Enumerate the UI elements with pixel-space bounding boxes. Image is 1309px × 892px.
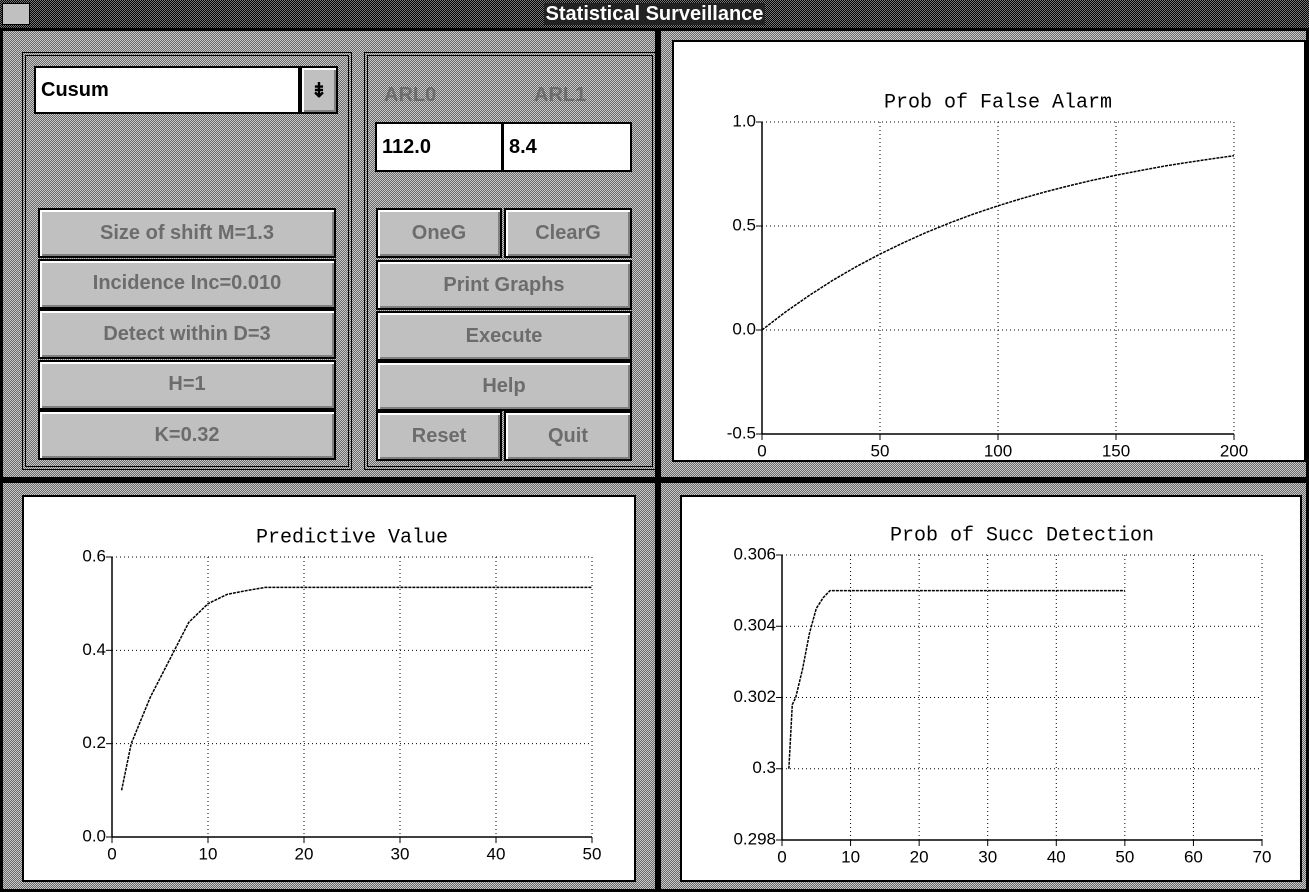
x-tick-label: 30 — [391, 844, 410, 863]
x-tick-label: 60 — [1184, 847, 1203, 866]
y-tick-label: 0.0 — [732, 319, 756, 338]
x-tick-label: 40 — [487, 844, 506, 863]
y-tick-label: 1.0 — [732, 111, 756, 130]
parameter-button[interactable]: H=1 — [38, 359, 336, 410]
chart-title: Prob of Succ Detection — [890, 524, 1154, 547]
y-tick-label: 0.302 — [733, 687, 776, 706]
arl0-field[interactable]: 112.0 — [375, 122, 503, 172]
execute-button[interactable]: Execute — [376, 311, 632, 361]
y-tick-label: 0.4 — [82, 640, 106, 659]
chart: Prob of False Alarm -0.5 0.0 0.5 1.0 0 50 100 15… — [727, 91, 1248, 460]
x-tick-label: 200 — [1220, 441, 1248, 460]
x-tick-label: 10 — [841, 847, 860, 866]
data-line — [761, 154, 1235, 331]
chart-title: Predictive Value — [256, 526, 448, 549]
y-tick-label: 0.298 — [733, 829, 776, 848]
y-tick-label: -0.5 — [727, 423, 756, 442]
chart-title: Prob of False Alarm — [884, 91, 1112, 114]
arl1-field[interactable]: 8.4 — [502, 122, 632, 172]
y-tick-label: 0.2 — [82, 733, 106, 752]
help-button[interactable]: Help — [376, 361, 632, 411]
window-title: Statistical Surveillance — [543, 3, 766, 25]
data-line — [788, 589, 1125, 769]
reset-button[interactable]: Reset — [376, 411, 502, 461]
x-tick-label: 50 — [871, 441, 890, 460]
x-tick-label: 0 — [777, 847, 786, 866]
x-tick-label: 30 — [978, 847, 997, 866]
y-tick-label: 0.304 — [733, 616, 776, 635]
chart: Prob of Succ Detection 0.298 0.3 0.302 0.304… — [733, 524, 1272, 866]
chart-box: Predictive Value 0.0 0.2 0.4 0.6 0 10 20 30 40 50 — [22, 495, 636, 882]
x-tick-label: 70 — [1253, 847, 1272, 866]
x-tick-label: 20 — [295, 844, 314, 863]
data-line — [120, 586, 592, 791]
y-tick-label: 0.5 — [732, 215, 756, 234]
clearg-button[interactable]: ClearG — [504, 208, 632, 258]
x-tick-label: 40 — [1047, 847, 1066, 866]
arl1-label: ARL1 — [534, 84, 587, 106]
x-tick-label: 150 — [1102, 441, 1130, 460]
x-tick-label: 0 — [107, 844, 116, 863]
arl0-label: ARL0 — [384, 84, 437, 106]
chart-box: Prob of False Alarm -0.5 0.0 0.5 1.0 0 50 100 15… — [672, 40, 1306, 462]
title-bar: Statistical Surveillance — [0, 0, 1309, 28]
x-tick-label: 50 — [583, 844, 602, 863]
print-button[interactable]: Print Graphs — [376, 260, 632, 310]
parameter-button[interactable]: Incidence Inc=0.010 — [38, 258, 336, 309]
y-tick-label: 0.6 — [82, 546, 106, 565]
chart-box: Prob of Succ Detection 0.298 0.3 0.302 0.304… — [680, 495, 1302, 882]
x-tick-label: 10 — [199, 844, 218, 863]
x-tick-label: 50 — [1115, 847, 1134, 866]
y-tick-label: 0.3 — [752, 758, 776, 777]
oneg-button[interactable]: OneG — [376, 208, 502, 258]
parameter-button[interactable]: K=0.32 — [38, 410, 336, 460]
x-tick-label: 20 — [910, 847, 929, 866]
x-tick-label: 100 — [984, 441, 1012, 460]
parameter-button[interactable]: Size of shift M=1.3 — [38, 208, 336, 258]
y-tick-label: 0.0 — [82, 826, 106, 845]
parameter-button[interactable]: Detect within D=3 — [38, 309, 336, 359]
system-menu[interactable] — [2, 3, 30, 25]
dropdown-arrow[interactable]: ⇟ — [300, 66, 338, 114]
y-tick-label: 0.306 — [733, 544, 776, 563]
x-tick-label: 0 — [757, 441, 766, 460]
method-dropdown[interactable]: Cusum — [34, 66, 300, 114]
chart: Predictive Value 0.0 0.2 0.4 0.6 0 10 20 30 40 50 — [82, 526, 602, 863]
quit-button[interactable]: Quit — [504, 411, 632, 461]
